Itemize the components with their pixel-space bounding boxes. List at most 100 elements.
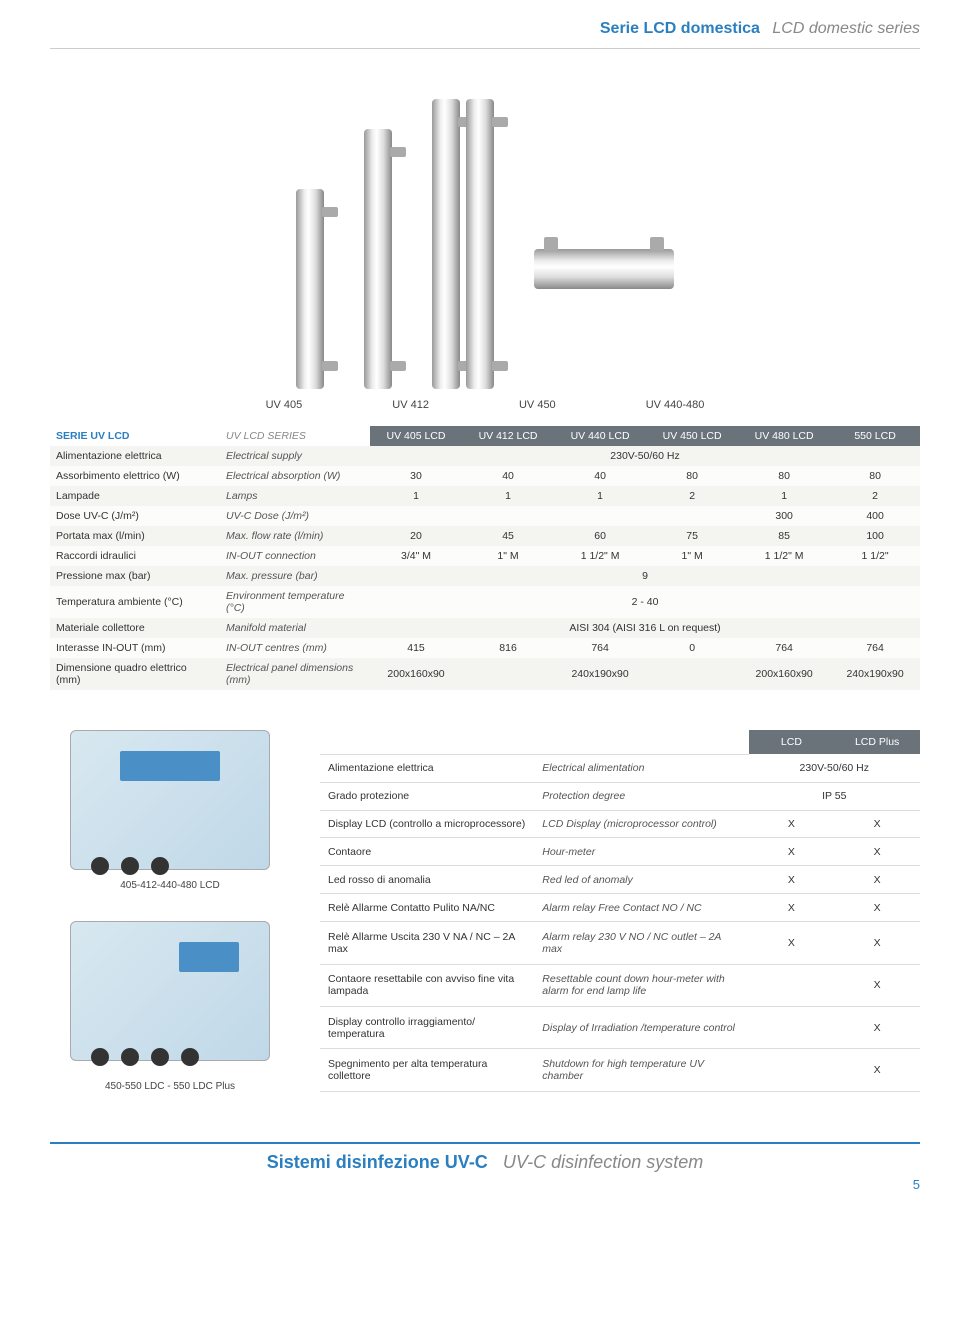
feature-row: Alimentazione elettricaElectrical alimen…	[320, 754, 920, 782]
spec-cell: 230V-50/60 Hz	[370, 446, 920, 466]
spec-row: LampadeLamps111212	[50, 486, 920, 506]
spec-cell: 30	[370, 466, 462, 486]
feature-label-it: Grado protezione	[320, 782, 534, 810]
spec-cell	[462, 506, 554, 526]
product-label: UV 450	[519, 399, 556, 411]
spec-row: Interasse IN-OUT (mm)IN-OUT centres (mm)…	[50, 638, 920, 658]
spec-cell: 200x160x90	[370, 658, 462, 690]
spec-cell: 415	[370, 638, 462, 658]
feature-value-lcd: X	[749, 894, 835, 922]
spec-row-label-en: Lamps	[220, 486, 370, 506]
page-header: Serie LCD domestica LCD domestic series	[50, 20, 920, 38]
spec-cell: 240x190x90	[554, 658, 646, 690]
spec-cell: 764	[738, 638, 830, 658]
feature-row: Led rosso di anomaliaRed led of anomalyX…	[320, 866, 920, 894]
spec-cell: 3/4" M	[370, 546, 462, 566]
spec-row-label-it: Raccordi idraulici	[50, 546, 220, 566]
spec-col-header: UV 440 LCD	[554, 426, 646, 446]
spec-cell: 816	[462, 638, 554, 658]
spec-row-label-en: Manifold material	[220, 618, 370, 638]
spec-cell: 20	[370, 526, 462, 546]
feature-label-en: Red led of anomaly	[534, 866, 748, 894]
feature-row: Display controllo irraggiamento/ tempera…	[320, 1007, 920, 1049]
spec-cell: 80	[646, 466, 738, 486]
spec-cell: 60	[554, 526, 646, 546]
spec-cell: 85	[738, 526, 830, 546]
feature-value-lcd: X	[749, 866, 835, 894]
spec-cell: 0	[646, 638, 738, 658]
spec-row: Alimentazione elettricaElectrical supply…	[50, 446, 920, 466]
feature-row: Contaore resettabile con avviso fine vit…	[320, 964, 920, 1006]
feature-row: ContaoreHour-meterXX	[320, 838, 920, 866]
series-label-en: UV LCD SERIES	[220, 426, 370, 446]
feature-value-lcd-plus: X	[834, 838, 920, 866]
spec-cell: 1 1/2" M	[738, 546, 830, 566]
device-box	[70, 921, 270, 1061]
feature-label-it: Led rosso di anomalia	[320, 866, 534, 894]
feature-row: Display LCD (controllo a microprocessore…	[320, 810, 920, 838]
feature-value-lcd-plus: X	[834, 866, 920, 894]
spec-cell: 1" M	[646, 546, 738, 566]
spec-row: Dimensione quadro elettrico (mm)Electric…	[50, 658, 920, 690]
spec-cell: 2	[830, 486, 920, 506]
feature-label-en: Display of Irradiation /temperature cont…	[534, 1007, 748, 1049]
spec-cell: 1" M	[462, 546, 554, 566]
spec-row-label-it: Portata max (l/min)	[50, 526, 220, 546]
feature-row: Relè Allarme Uscita 230 V NA / NC – 2A m…	[320, 922, 920, 964]
spec-row-label-it: Interasse IN-OUT (mm)	[50, 638, 220, 658]
feature-row: Relè Allarme Contatto Pulito NA/NCAlarm …	[320, 894, 920, 922]
footer-title-it: Sistemi disinfezione UV-C	[267, 1152, 488, 1172]
product-image-row	[50, 69, 920, 389]
lower-section: 405-412-440-480 LCD 450-550 LDC - 550 LD…	[50, 730, 920, 1092]
feature-label-it: Alimentazione elettrica	[320, 754, 534, 782]
spec-row-label-en: IN-OUT centres (mm)	[220, 638, 370, 658]
spec-row-label-en: IN-OUT connection	[220, 546, 370, 566]
spec-cell: 9	[370, 566, 920, 586]
spec-cell: 2 - 40	[370, 586, 920, 618]
feature-header-row: LCD LCD Plus	[320, 730, 920, 754]
connector-icon	[151, 1048, 169, 1066]
feature-label-en: Electrical alimentation	[534, 754, 748, 782]
spec-row-label-en: Environment temperature (°C)	[220, 586, 370, 618]
spec-row: Temperatura ambiente (°C)Environment tem…	[50, 586, 920, 618]
spec-cell: 45	[462, 526, 554, 546]
feature-value-lcd-plus: X	[834, 922, 920, 964]
spec-row-label-it: Temperatura ambiente (°C)	[50, 586, 220, 618]
feature-label-it: Contaore	[320, 838, 534, 866]
spec-col-header: UV 405 LCD	[370, 426, 462, 446]
product-labels-row: UV 405 UV 412 UV 450 UV 440-480	[50, 399, 920, 411]
product-label: UV 412	[392, 399, 429, 411]
spec-col-header: UV 480 LCD	[738, 426, 830, 446]
feature-label-en: Resettable count down hour-meter with al…	[534, 964, 748, 1006]
spec-series-row: SERIE UV LCD UV LCD SERIES UV 405 LCD UV…	[50, 426, 920, 446]
spec-cell: 1	[738, 486, 830, 506]
device-box	[70, 730, 270, 870]
connector-icon	[91, 1048, 109, 1066]
device-connectors	[91, 857, 169, 875]
spec-cell: 40	[462, 466, 554, 486]
footer-title-en: UV-C disinfection system	[503, 1152, 703, 1172]
page-number: 5	[50, 1177, 920, 1192]
feature-row: Spegnimento per alta temperatura collett…	[320, 1049, 920, 1092]
spec-row: Portata max (l/min)Max. flow rate (l/min…	[50, 526, 920, 546]
device-screen	[179, 942, 239, 972]
feature-label-it: Spegnimento per alta temperatura collett…	[320, 1049, 534, 1092]
product-cylinder	[364, 129, 392, 389]
spec-cell: 40	[554, 466, 646, 486]
spec-cell: 764	[830, 638, 920, 658]
product-cylinder-group	[432, 99, 494, 389]
product-cylinder-horizontal	[534, 249, 674, 289]
spec-row-label-it: Alimentazione elettrica	[50, 446, 220, 466]
spec-row-label-en: Electrical panel dimensions (mm)	[220, 658, 370, 690]
feature-col-lcd: LCD	[749, 730, 835, 754]
device-caption-top: 405-412-440-480 LCD	[120, 880, 220, 891]
spec-cell	[554, 506, 646, 526]
product-cylinder	[432, 99, 460, 389]
spec-row: Assorbimento elettrico (W)Electrical abs…	[50, 466, 920, 486]
spec-row-label-it: Lampade	[50, 486, 220, 506]
spec-cell: 1	[554, 486, 646, 506]
feature-col-lcd-plus: LCD Plus	[834, 730, 920, 754]
spec-col-header: 550 LCD	[830, 426, 920, 446]
spec-cell: 1 1/2"	[830, 546, 920, 566]
spec-row-label-it: Pressione max (bar)	[50, 566, 220, 586]
